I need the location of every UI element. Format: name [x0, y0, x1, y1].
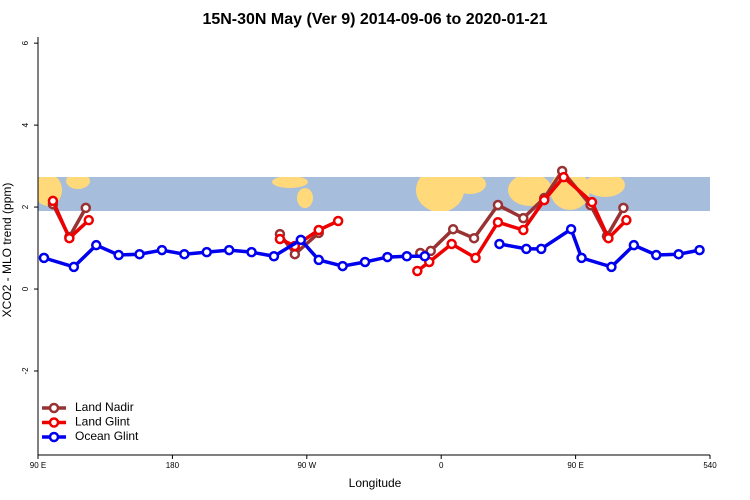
- y-tick-label: 4: [21, 122, 30, 127]
- data-point: [313, 254, 324, 266]
- data-point: [201, 246, 212, 258]
- map-strip: [38, 177, 710, 211]
- data-point: [268, 250, 280, 262]
- data-point: [621, 214, 632, 226]
- data-point: [337, 260, 348, 272]
- data-point: [289, 248, 301, 260]
- series-line: [279, 219, 339, 249]
- data-point: [80, 202, 92, 214]
- data-point: [518, 224, 529, 236]
- data-point: [359, 256, 371, 268]
- data-point: [492, 216, 504, 228]
- data-point: [419, 250, 431, 262]
- legend-marker: [48, 402, 60, 414]
- x-tick-label: 0: [439, 461, 444, 470]
- data-point: [603, 232, 614, 244]
- data-point: [38, 252, 50, 264]
- x-tick-label: 540: [703, 461, 717, 470]
- data-point: [673, 248, 684, 260]
- data-point: [565, 223, 577, 235]
- data-point: [447, 223, 459, 235]
- legend-label: Land Nadir: [75, 400, 134, 414]
- data-point: [134, 248, 145, 260]
- data-point: [332, 215, 344, 227]
- data-point: [83, 214, 95, 226]
- data-point: [156, 244, 168, 256]
- data-point: [179, 248, 190, 260]
- data-point: [694, 244, 705, 256]
- data-point: [538, 194, 550, 206]
- series-line: [499, 226, 700, 269]
- data-point: [618, 202, 629, 214]
- data-point: [518, 212, 529, 224]
- data-point: [313, 224, 324, 236]
- data-point: [68, 261, 80, 273]
- y-tick-label: 0: [21, 286, 30, 291]
- data-point: [446, 238, 457, 250]
- data-point: [412, 265, 423, 277]
- data-point: [521, 243, 532, 255]
- data-point: [90, 239, 102, 251]
- data-point: [468, 232, 480, 244]
- x-tick-label: 90 W: [297, 461, 316, 470]
- data-point: [401, 250, 413, 262]
- data-point: [246, 246, 257, 258]
- data-point: [576, 252, 587, 264]
- chart-title: 15N-30N May (Ver 9) 2014-09-06 to 2020-0…: [202, 11, 547, 28]
- data-point: [274, 233, 286, 245]
- legend-marker: [48, 431, 60, 443]
- legend-marker: [48, 417, 60, 428]
- data-point: [382, 251, 393, 263]
- data-point: [223, 244, 235, 256]
- x-axis-label: Longitude: [349, 476, 402, 490]
- legend-label: Ocean Glint: [75, 429, 139, 443]
- data-point: [64, 232, 75, 244]
- y-tick-label: -2: [21, 367, 30, 375]
- y-tick-label: 6: [21, 40, 30, 45]
- data-point: [494, 238, 505, 250]
- data-point: [492, 199, 504, 211]
- legend-label: Land Glint: [75, 415, 130, 429]
- x-tick-label: 90 E: [567, 461, 583, 470]
- data-point: [606, 261, 617, 273]
- y-axis-label: XCO2 - MLO trend (ppm): [0, 183, 14, 318]
- data-point: [650, 249, 662, 261]
- data-point: [586, 196, 598, 208]
- data-point: [470, 252, 481, 264]
- data-point: [536, 243, 547, 255]
- data-point: [47, 195, 59, 207]
- data-point: [295, 234, 307, 246]
- x-tick-label: 90 E: [30, 461, 46, 470]
- data-point: [628, 239, 640, 251]
- x-tick-label: 180: [166, 461, 180, 470]
- y-tick-label: 2: [21, 204, 30, 209]
- data-point: [558, 171, 569, 183]
- data-point: [113, 249, 124, 261]
